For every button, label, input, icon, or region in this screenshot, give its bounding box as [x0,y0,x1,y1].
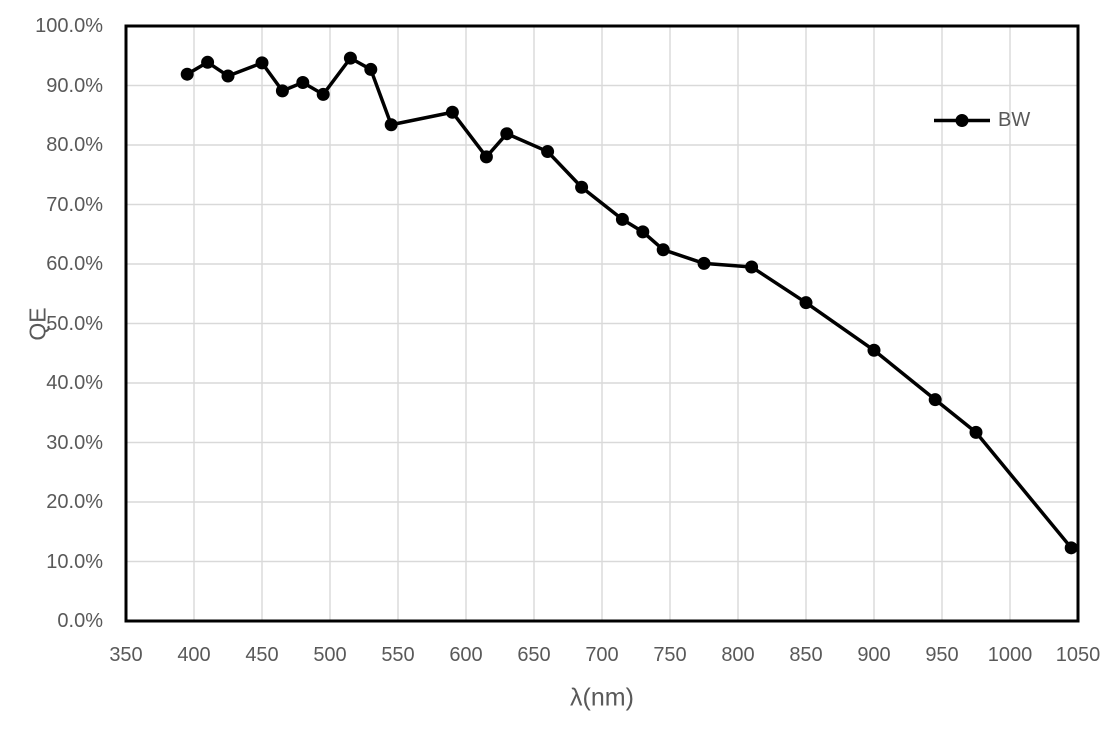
y-tick-label: 50.0% [46,312,103,335]
legend-series-label: BW [998,109,1031,131]
x-tick-label: 650 [517,644,551,666]
data-point-marker [745,260,759,274]
data-point-marker [316,87,330,101]
x-tick-label: 900 [857,644,891,666]
x-tick-label: 600 [449,644,483,666]
data-point-marker [500,127,514,141]
data-point-marker [867,343,881,357]
x-tick-label: 800 [721,644,755,666]
data-point-marker [364,62,378,76]
y-tick-label: 40.0% [46,372,103,394]
x-tick-label: 700 [585,644,619,666]
data-point-marker [221,69,235,83]
x-tick-label: 1000 [987,644,1033,666]
data-point-marker [541,145,555,159]
y-tick-label: 0.0% [57,610,103,632]
data-point-marker [384,118,398,132]
x-tick-label: 400 [177,644,211,666]
x-tick-label: 1050 [1055,644,1101,666]
data-point-marker [479,150,493,164]
y-tick-label: 20.0% [46,491,103,513]
x-axis-title: λ(nm) [570,683,634,712]
legend: BW [933,107,1030,133]
x-tick-label: 450 [245,644,279,666]
y-tick-label: 90.0% [46,74,103,97]
x-tick-label: 350 [109,644,143,666]
data-point-marker [656,243,670,257]
y-tick-label: 10.0% [46,550,103,573]
x-tick-label: 950 [925,644,959,666]
x-tick-label: 750 [653,644,687,666]
data-point-marker [799,296,813,310]
x-tick-label: 850 [789,644,823,666]
y-axis-title: QE [24,307,51,341]
legend-line-marker-icon [934,113,990,127]
data-point-marker [275,84,289,98]
data-point-marker [969,425,983,439]
data-point-marker [928,393,942,407]
x-tick-label: 550 [381,644,415,666]
data-point-marker [697,256,711,270]
y-tick-label: 60.0% [46,253,103,275]
data-point-marker [1064,541,1078,555]
data-point-marker [180,67,194,81]
y-tick-label: 100.0% [35,15,103,37]
data-point-marker [636,225,650,239]
data-point-marker [296,76,310,90]
x-tick-label: 500 [313,644,347,666]
data-point-marker [255,56,269,70]
data-point-marker [343,51,357,65]
data-point-marker [201,55,215,69]
data-point-marker [445,105,459,119]
data-point-marker [575,180,589,194]
y-tick-label: 30.0% [46,431,103,454]
data-point-marker [615,212,629,226]
y-tick-label: 70.0% [46,193,103,216]
y-tick-label: 80.0% [46,134,103,156]
plot-border [124,24,1080,623]
